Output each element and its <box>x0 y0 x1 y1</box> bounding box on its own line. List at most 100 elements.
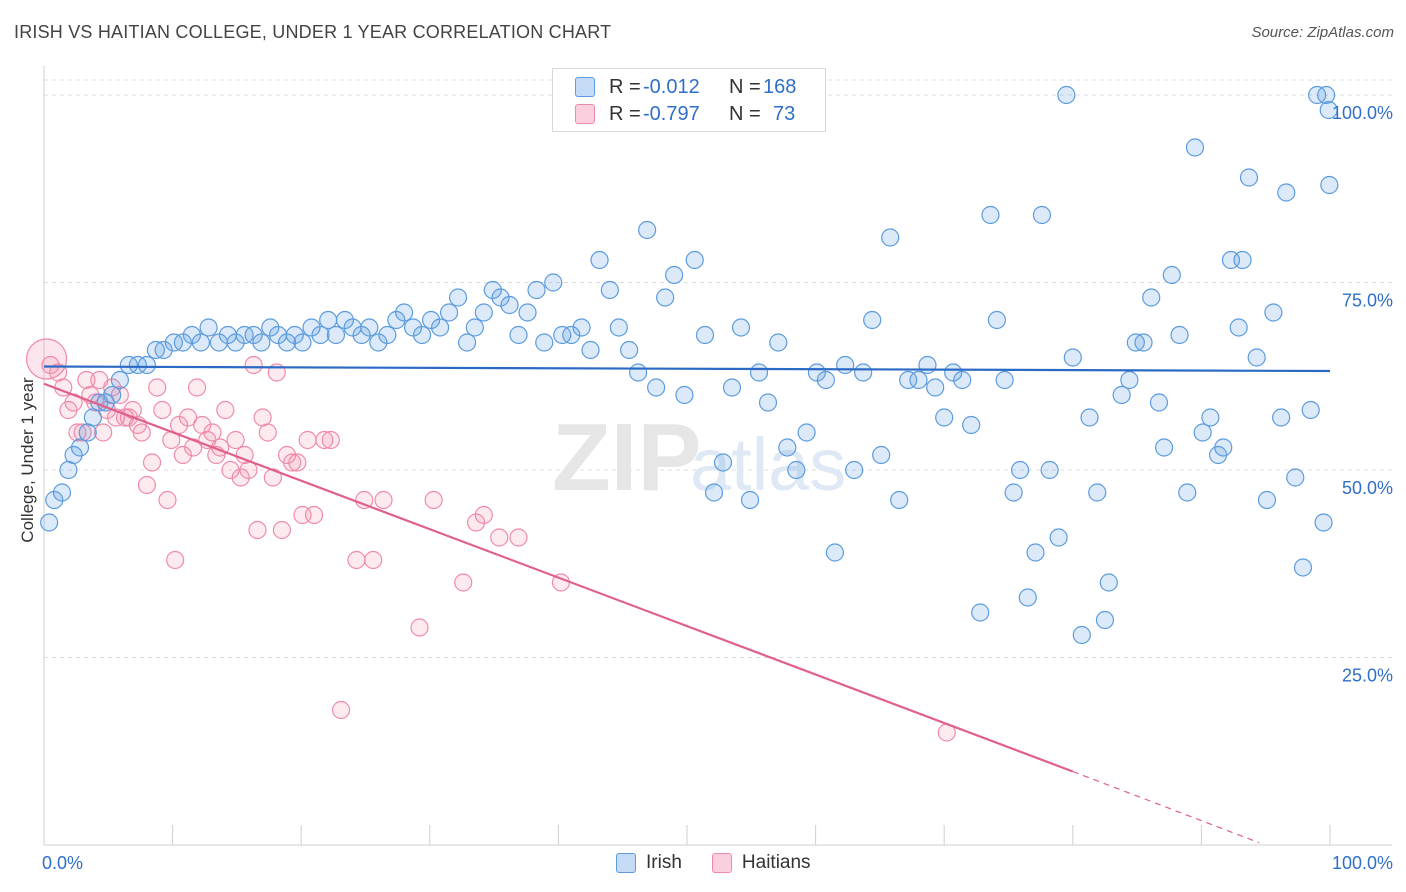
haitians-r-value: -0.797 <box>643 102 700 125</box>
irish-point <box>70 438 90 457</box>
haitians-points <box>25 338 956 742</box>
irish-point <box>962 415 981 435</box>
irish-point <box>64 445 83 465</box>
irish-point <box>1247 348 1266 367</box>
haitians-point <box>132 423 151 442</box>
tick-labels: 25.0% 50.0% 75.0% 100.0% 0.0% 100.0% <box>42 103 1393 873</box>
irish-point <box>600 280 619 300</box>
haitians-point <box>304 505 324 525</box>
irish-point <box>40 513 59 532</box>
irish-point <box>146 340 165 360</box>
irish-point <box>918 355 937 375</box>
irish-point <box>1264 303 1283 322</box>
haitians-point <box>77 370 96 390</box>
irish-swatch <box>575 77 595 97</box>
irish-point <box>609 318 628 337</box>
haitians-point <box>315 430 334 450</box>
irish-point <box>647 378 666 397</box>
irish-point <box>412 325 432 345</box>
haitians-swatch <box>575 104 595 124</box>
irish-point <box>1063 348 1082 367</box>
irish-point <box>1193 423 1212 442</box>
legend-item-haitians[interactable]: Haitians <box>711 852 811 874</box>
haitians-legend-swatch <box>711 853 732 873</box>
watermark: ZIP atlas <box>552 404 846 511</box>
irish-point <box>500 295 519 315</box>
irish-point <box>110 370 129 390</box>
y-tick-label: 25.0% <box>1342 666 1393 686</box>
irish-point <box>154 340 173 360</box>
haitians-point <box>283 453 302 472</box>
irish-point <box>1032 205 1052 225</box>
irish-point <box>293 333 312 352</box>
irish-point <box>722 378 742 397</box>
irish-point <box>1057 85 1076 105</box>
irish-point <box>825 543 844 562</box>
irish-point <box>665 265 684 285</box>
haitians-point <box>103 378 122 397</box>
irish-point <box>704 483 724 502</box>
watermark-zip: ZIP <box>552 404 701 511</box>
irish-point <box>1293 558 1313 577</box>
irish-point <box>137 355 156 375</box>
irish-point <box>378 325 397 345</box>
legend-item-irish[interactable]: Irish <box>616 852 682 874</box>
irish-point <box>1072 625 1091 645</box>
y-tick-label: 75.0% <box>1342 291 1393 311</box>
y-tick-label: 100.0% <box>1332 103 1393 123</box>
irish-point <box>656 288 675 307</box>
irish-point <box>430 318 450 337</box>
irish-point <box>1229 318 1248 337</box>
haitians-point <box>153 400 172 420</box>
irish-point <box>981 205 1000 225</box>
irish-point <box>448 288 468 307</box>
haitians-point <box>258 423 277 442</box>
irish-point <box>935 408 954 427</box>
irish-point <box>1319 100 1338 120</box>
haitians-point <box>466 513 486 532</box>
haitians-trend-extension <box>1072 770 1260 844</box>
irish-point <box>360 318 379 337</box>
irish-point <box>1320 175 1339 195</box>
irish-point <box>394 303 414 322</box>
irish-point <box>845 460 864 480</box>
irish-point <box>995 370 1014 390</box>
irish-point <box>629 363 648 382</box>
irish-point <box>1301 400 1320 420</box>
chart-title: IRISH VS HAITIAN COLLEGE, UNDER 1 YEAR C… <box>14 22 612 42</box>
haitians-point <box>244 355 263 375</box>
irish-point <box>1155 438 1174 457</box>
irish-point <box>103 385 122 405</box>
irish-point <box>1126 333 1145 352</box>
haitians-point <box>41 355 60 375</box>
irish-point <box>926 378 945 397</box>
irish-point <box>387 310 406 330</box>
haitians-point <box>355 490 374 510</box>
irish-point <box>1004 483 1023 502</box>
haitians-point <box>231 468 250 487</box>
irish-point <box>52 483 72 502</box>
irish-point <box>638 220 657 240</box>
n-label: N = <box>729 102 761 125</box>
haitians-point <box>173 445 192 465</box>
irish-point <box>695 325 715 345</box>
haitians-point <box>203 423 222 442</box>
irish-point <box>45 490 64 510</box>
irish-point <box>1049 528 1068 547</box>
irish-point <box>326 325 346 345</box>
irish-n-value: 168 <box>763 75 797 98</box>
irish-point <box>758 393 778 412</box>
haitians-point <box>158 490 177 510</box>
irish-point <box>572 318 591 337</box>
x-tick-label-max: 100.0% <box>1332 853 1393 873</box>
irish-point <box>199 318 218 337</box>
irish-point <box>836 355 855 375</box>
irish-point <box>590 250 609 270</box>
source-label: Source: ZipAtlas.com <box>1251 24 1394 41</box>
irish-point <box>740 490 760 510</box>
haitians-point <box>178 408 198 427</box>
x-tick-label-min: 0.0% <box>42 853 83 873</box>
irish-point <box>685 250 704 270</box>
irish-point <box>854 363 873 382</box>
irish-point <box>518 303 537 322</box>
